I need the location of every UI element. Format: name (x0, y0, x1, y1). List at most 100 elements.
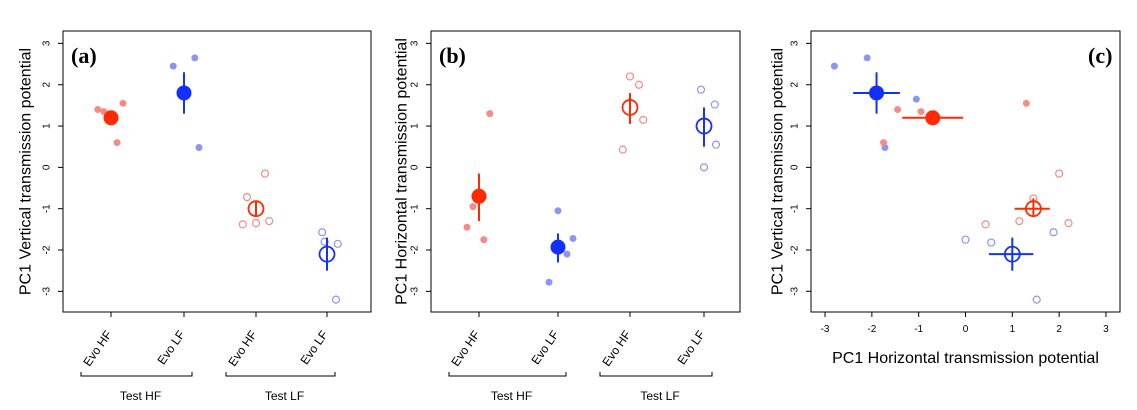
data-point (113, 139, 121, 147)
data-point (119, 99, 127, 107)
data-point (480, 236, 488, 244)
data-point (251, 219, 261, 228)
mean-marker (247, 200, 265, 218)
group-bracket (80, 372, 193, 377)
data-point (238, 220, 247, 229)
data-point (1022, 99, 1030, 107)
group-bracket (599, 372, 713, 377)
data-point (625, 72, 635, 81)
x-tick-label: 3 (1103, 324, 1109, 335)
data-point (242, 193, 252, 202)
data-point (1055, 169, 1064, 178)
mean-marker (103, 110, 119, 126)
mean-marker (176, 85, 192, 101)
y-tick-label: 0 (410, 164, 421, 170)
data-point (639, 115, 648, 124)
y-tick-label: -2 (790, 245, 801, 254)
mean-marker (471, 188, 487, 204)
data-point (863, 54, 871, 62)
data-point (1049, 228, 1058, 237)
data-point (1015, 216, 1024, 226)
data-point (331, 295, 341, 304)
data-point (463, 223, 471, 231)
x-tick-label: -3 (821, 324, 830, 335)
mean-marker (550, 239, 566, 255)
y-tick-label: 3 (410, 40, 421, 46)
x-tick-label: 1 (1010, 324, 1016, 335)
y-tick-label: 1 (410, 123, 421, 129)
y-tick-label: -2 (42, 245, 53, 254)
data-point (987, 238, 996, 247)
y-tick-label: 2 (42, 82, 53, 88)
data-point (169, 62, 177, 70)
data-point (894, 106, 902, 114)
data-point (912, 95, 920, 103)
y-tick-label: 1 (790, 123, 801, 129)
mean-marker (695, 117, 713, 135)
data-point (1032, 295, 1041, 304)
mean-marker (925, 110, 941, 126)
x-axis-label: PC1 Horizontal transmission potential (832, 350, 1099, 367)
data-point (265, 216, 274, 226)
mean-marker (621, 99, 639, 116)
y-tick-label: 0 (42, 164, 53, 170)
plot-frame-3 (810, 30, 1121, 313)
y-axis-label: PC1 Vertical transmission potential (18, 48, 35, 295)
data-point (554, 207, 562, 215)
data-point (634, 80, 644, 89)
y-tick-label: 3 (42, 40, 53, 46)
panel-label: (a) (71, 43, 97, 68)
y-tick-label: -3 (410, 286, 421, 295)
y-tick-label: -1 (790, 204, 801, 213)
y-tick-label: 3 (790, 40, 801, 46)
data-point (94, 106, 102, 114)
data-point (696, 85, 706, 94)
data-point (320, 237, 329, 246)
data-point (830, 62, 838, 70)
category-label: Evo LF (154, 328, 187, 367)
plot-frame-1 (62, 30, 372, 313)
data-point (618, 145, 627, 154)
y-tick-label: 1 (42, 123, 53, 129)
category-label: Evo LF (297, 328, 330, 367)
data-point (545, 278, 553, 286)
plot-frame-2 (430, 30, 741, 313)
category-label: Evo HF (225, 328, 259, 369)
category-label: Evo LF (528, 328, 561, 367)
panel-label: (b) (439, 43, 466, 68)
y-tick-label: -1 (42, 204, 53, 213)
panel-label: (c) (1088, 43, 1112, 68)
data-point (981, 220, 990, 229)
y-axis-label: PC1 Vertical transmission potential (770, 48, 787, 295)
group-label: Test LF (640, 389, 679, 403)
mean-marker (1024, 200, 1042, 218)
data-point (880, 139, 888, 147)
group-label: Test HF (491, 389, 532, 403)
data-point (699, 163, 709, 172)
x-tick-label: 0 (963, 324, 969, 335)
category-label: Evo LF (674, 328, 707, 367)
data-point (260, 169, 270, 178)
data-point (486, 110, 494, 118)
y-axis-label: PC1 Horizontal transmission potential (394, 38, 411, 305)
data-point (1064, 219, 1073, 228)
group-bracket (448, 372, 567, 377)
y-tick-label: 0 (790, 164, 801, 170)
data-point (569, 234, 577, 242)
data-point (191, 54, 199, 62)
data-point (318, 228, 327, 237)
x-tick-label: -1 (914, 324, 923, 335)
mean-marker (869, 85, 885, 101)
group-label: Test HF (120, 389, 161, 403)
y-tick-label: -3 (42, 286, 53, 295)
mean-marker (1003, 245, 1021, 263)
data-point (333, 239, 342, 248)
category-label: Evo HF (599, 328, 633, 369)
data-point (917, 108, 925, 116)
data-point (710, 100, 719, 109)
x-tick-label: 2 (1056, 324, 1062, 335)
data-point (469, 203, 477, 211)
data-point (711, 140, 721, 149)
group-label: Test LF (265, 389, 304, 403)
data-point (563, 250, 571, 258)
